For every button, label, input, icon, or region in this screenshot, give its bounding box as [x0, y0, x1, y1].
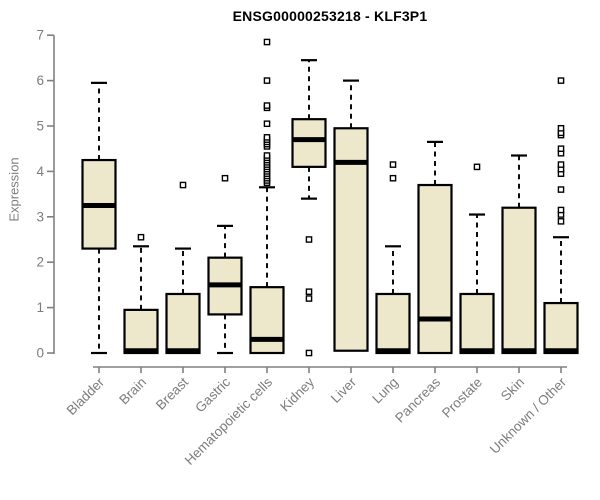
outlier-point	[263, 134, 271, 141]
x-tick-label: Unknown / Other	[487, 374, 570, 457]
box-plot-lung	[375, 161, 411, 355]
box-plot-brain	[123, 233, 159, 355]
box-plot-bladder	[81, 81, 117, 355]
iqr-box	[375, 292, 411, 355]
y-axis: 0 1 2 3 4 5 6 7	[36, 28, 55, 361]
y-tick-label: 6	[36, 73, 44, 88]
outlier-point	[305, 236, 313, 243]
outlier-point	[263, 102, 271, 109]
iqr-box	[459, 292, 495, 355]
outlier-point	[137, 233, 145, 241]
x-tick-label: Gastric	[192, 374, 233, 415]
outlier-point	[305, 349, 313, 357]
box-plot-liver	[333, 79, 369, 352]
outlier-point	[263, 152, 271, 159]
x-tick-label: Brain	[116, 375, 149, 408]
outlier-point	[305, 295, 313, 302]
y-tick-label: 0	[36, 346, 44, 361]
iqr-box	[165, 292, 201, 355]
outlier-point	[263, 120, 271, 128]
box-plot-unknown-other	[543, 77, 579, 355]
x-tick-label: Kidney	[277, 374, 317, 414]
x-tick-label: Lung	[369, 375, 401, 407]
box-plot-gastric	[207, 174, 243, 355]
box-plot-skin	[501, 154, 537, 355]
box-plot-prostate	[459, 163, 495, 355]
outlier-point	[473, 163, 481, 171]
outlier-point	[557, 218, 565, 225]
outlier-point	[557, 161, 565, 168]
y-tick-label: 5	[36, 119, 44, 134]
x-tick-label: Prostate	[439, 375, 485, 421]
y-tick-label: 2	[36, 255, 44, 270]
iqr-box	[249, 286, 285, 355]
outlier-point	[179, 181, 187, 189]
outlier-point	[263, 77, 271, 84]
y-tick-label: 4	[36, 164, 44, 179]
y-tick-label: 7	[36, 28, 44, 43]
outlier-point	[557, 206, 565, 214]
x-tick-label: Liver	[328, 374, 360, 406]
x-tick-label: Bladder	[64, 374, 108, 418]
y-tick-label: 3	[36, 209, 44, 224]
y-tick-label: 1	[36, 300, 44, 315]
outlier-point	[557, 124, 565, 132]
iqr-box	[543, 301, 579, 355]
x-tick-label: Pancreas	[392, 374, 443, 425]
box-plot-breast	[165, 181, 201, 355]
iqr-box	[123, 308, 159, 355]
iqr-box	[501, 206, 537, 355]
iqr-box	[333, 127, 369, 352]
outlier-point	[389, 161, 397, 168]
box-plot-pancreas	[417, 140, 453, 355]
outlier-point	[557, 145, 565, 153]
outlier-point	[221, 174, 229, 182]
chart-title: ENSG00000253218 - KLF3P1	[232, 8, 428, 24]
x-tick-label: Skin	[498, 375, 527, 404]
x-tick-label: Breast	[153, 374, 191, 412]
box-plot-kidney	[291, 59, 327, 357]
iqr-box	[291, 118, 327, 168]
iqr-box	[417, 183, 453, 355]
outlier-point	[263, 38, 271, 46]
box-plot-hematopoietic-cells	[249, 38, 285, 355]
outlier-point	[557, 186, 565, 193]
outlier-point	[305, 288, 313, 296]
outlier-point	[389, 174, 397, 182]
outlier-point	[557, 77, 565, 84]
